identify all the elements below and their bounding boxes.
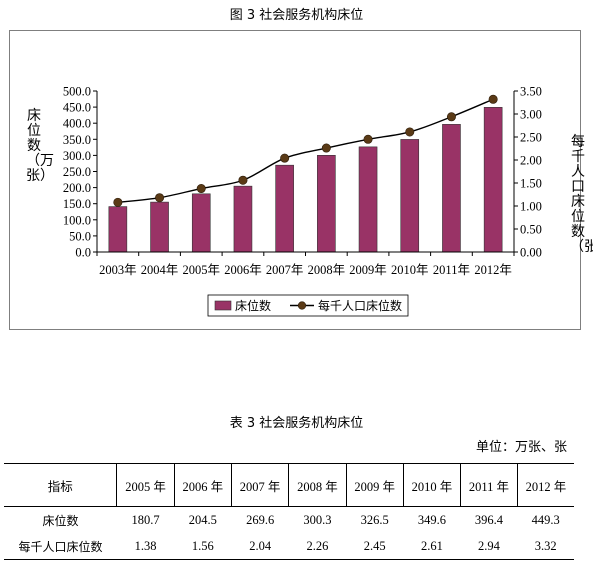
bar-2	[191, 193, 211, 253]
table-cell: 300.3	[303, 512, 332, 527]
header-2008: 2008 年	[288, 463, 347, 507]
table-cell: 2.94	[460, 533, 518, 560]
x-tick-label: 2006年	[224, 263, 262, 277]
y2-tick-label: 2.00	[520, 154, 542, 168]
header-2010: 2010 年	[402, 463, 461, 507]
chart-frame: 0.0 50.0 100.0 150.0 200.0 250.0 300.0 350.0 400…	[9, 30, 593, 330]
table-header-row: 指标 2005 年 2006 年 2007 年 2008 年 2009 年 20…	[4, 463, 574, 507]
legend-label-bar: 床位数	[235, 298, 271, 313]
bar-4	[275, 164, 294, 253]
y-tick-label: 400.0	[63, 117, 91, 131]
table-cell: 2.04	[231, 533, 289, 560]
y2-tick-label: 1.50	[520, 177, 542, 191]
header-2007: 2007 年	[230, 463, 289, 507]
y-tick-label: 300.0	[63, 149, 91, 163]
y2-tick-label: 2.50	[520, 131, 542, 145]
header-2012: 2012 年	[516, 463, 574, 507]
line-point-1	[155, 193, 165, 203]
y2-tick-label: 0.50	[520, 223, 542, 237]
x-tick-label: 2011年	[433, 263, 470, 277]
line-point-9	[488, 94, 498, 104]
bar-9	[483, 107, 503, 253]
series-line-beds-per-thousand	[117, 98, 494, 204]
y-tick-label: 100.0	[63, 213, 91, 227]
header-2006: 2006 年	[173, 463, 232, 507]
line-point-3	[238, 175, 248, 185]
x-tick-label: 2010年	[391, 263, 429, 277]
x-tick-label: 2012年	[474, 263, 512, 277]
table-cell: 449.3	[531, 512, 560, 527]
table-caption: 表 3 社会服务机构床位	[229, 416, 364, 431]
table-cell: 326.5	[360, 512, 389, 527]
line-point-7	[405, 127, 415, 137]
y2-tick-label: 0.00	[520, 246, 542, 260]
table-cell: 204.5	[188, 512, 217, 527]
table-cell: 3.32	[517, 533, 574, 560]
y-tick-label: 0.0	[75, 246, 91, 260]
bar-8	[442, 124, 461, 253]
bar-0	[108, 206, 128, 253]
bar-3	[233, 185, 253, 253]
y-axis-label-right: 每千人口床位数（张）	[570, 134, 593, 255]
line-point-5	[321, 143, 331, 153]
table-cell: 2.45	[346, 533, 404, 560]
table-cell: 269.6	[246, 512, 275, 527]
bar-7	[400, 139, 420, 253]
table-cell: 396.4	[474, 512, 503, 527]
table-cell: 2.61	[403, 533, 461, 560]
bar-6	[358, 146, 378, 253]
y2-tick-label: 3.00	[520, 108, 542, 122]
legend-marker-line	[297, 301, 307, 310]
header-2011: 2011 年	[460, 463, 518, 507]
x-tick-label: 2008年	[308, 263, 346, 277]
table-cell: 180.7	[131, 512, 160, 527]
y-tick-label: 500.0	[63, 85, 91, 99]
x-tick-label: 2003年	[99, 263, 137, 277]
y2-tick-label: 1.00	[520, 200, 542, 214]
y2-tick-label: 3.50	[520, 85, 542, 99]
y-tick-label: 200.0	[63, 181, 91, 195]
row-label-beds-per-thousand: 每千人口床位数	[4, 533, 117, 560]
legend-label-line: 每千人口床位数	[318, 298, 402, 313]
unit-label: 单位：万张、张	[475, 440, 567, 455]
figure-caption: 图 3 社会服务机构床位	[229, 8, 364, 23]
x-tick-label: 2004年	[141, 263, 179, 277]
line-point-0	[113, 197, 123, 207]
x-tick-label: 2005年	[182, 263, 220, 277]
line-point-2	[196, 184, 206, 194]
bar-5	[317, 155, 336, 253]
row-label-beds: 床位数	[42, 513, 79, 528]
y-tick-label: 50.0	[69, 229, 91, 243]
bed-count-chart: 0.0 50.0 100.0 150.0 200.0 250.0 300.0 350.0 400…	[63, 85, 542, 317]
table-cell: 2.26	[288, 533, 347, 560]
y-tick-label: 450.0	[63, 101, 91, 115]
table-cell: 1.56	[174, 533, 232, 560]
legend-swatch-bar	[214, 300, 232, 311]
y-axis-label-left: 床位数（万张）	[26, 108, 54, 184]
bar-1	[150, 201, 169, 253]
line-point-6	[363, 134, 373, 144]
y-tick-label: 150.0	[63, 197, 91, 211]
table-row: 床位数 180.7 204.5 269.6 300.3 326.5 349.6 …	[4, 507, 574, 534]
x-tick-label: 2007年	[266, 263, 304, 277]
table-cell: 1.38	[116, 533, 175, 560]
line-point-8	[446, 112, 456, 122]
y-tick-label: 350.0	[63, 133, 91, 147]
table-row: 每千人口床位数 1.38 1.56 2.04 2.26 2.45 2.61 2.…	[4, 533, 574, 560]
line-point-4	[280, 153, 290, 163]
header-2005: 2005 年	[116, 463, 175, 507]
y-tick-label: 250.0	[63, 165, 91, 179]
header-2009: 2009 年	[345, 463, 404, 507]
x-tick-label: 2009年	[349, 263, 387, 277]
bed-data-table: 指标 2005 年 2006 年 2007 年 2008 年 2009 年 20…	[4, 463, 574, 560]
table-cell: 349.6	[417, 512, 447, 527]
header-indicator: 指标	[4, 463, 117, 507]
